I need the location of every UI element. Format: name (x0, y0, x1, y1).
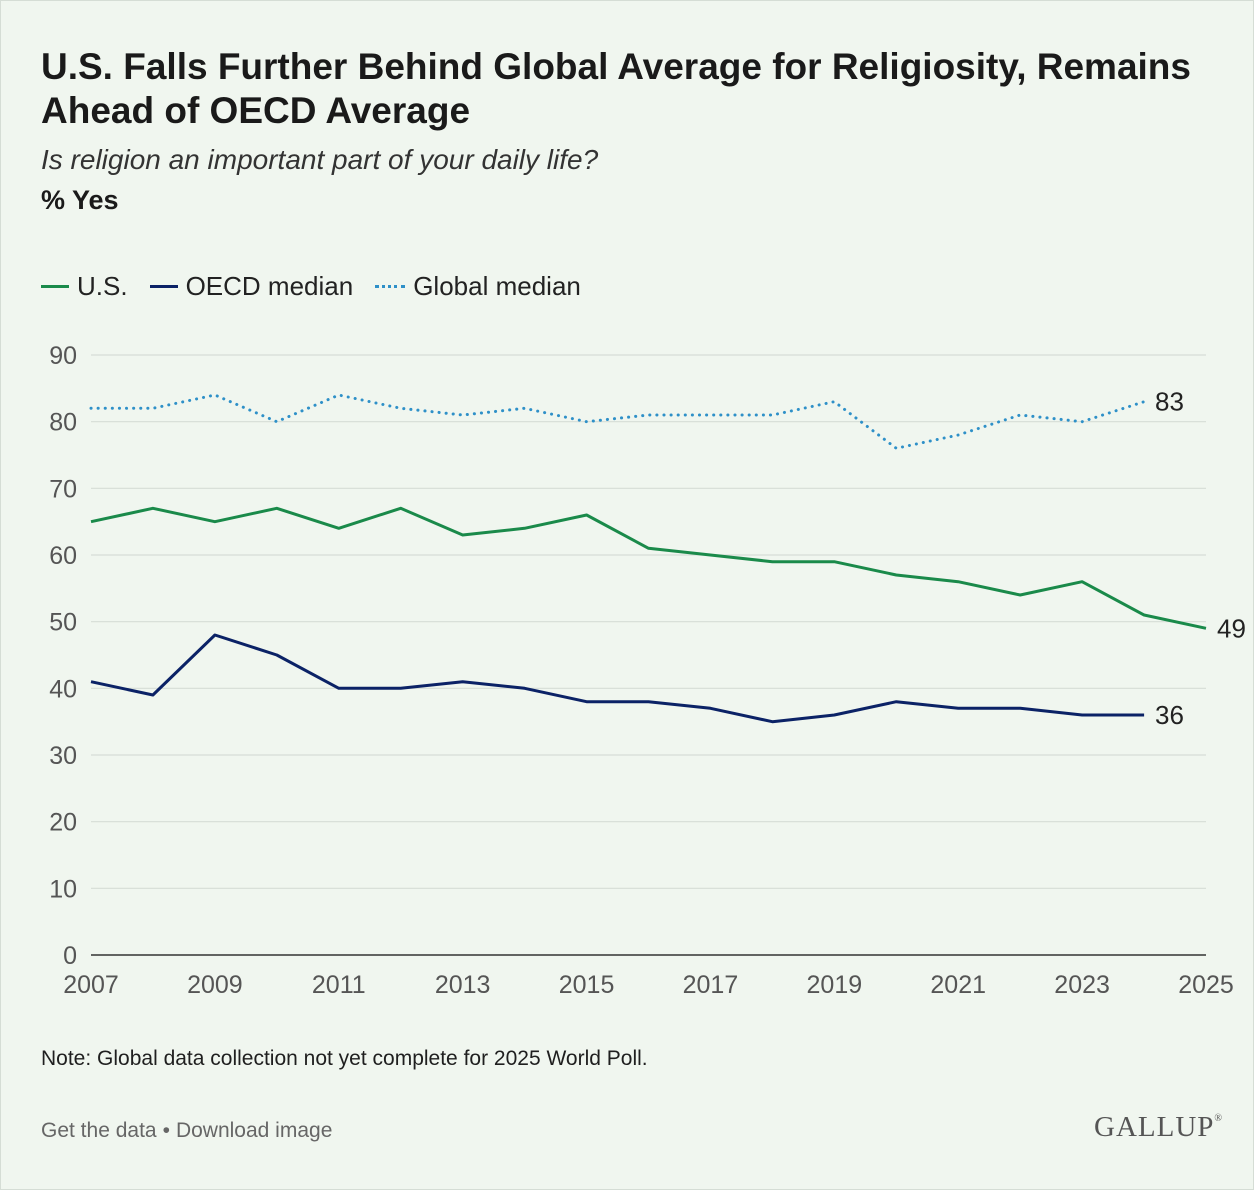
chart-note: Note: Global data collection not yet com… (41, 1047, 648, 1070)
line-chart: 0 10 20 30 40 50 60 70 80 90 2007 2009 2011 2013 2015 2… (49, 342, 1246, 999)
y-tick-label-20: 20 (49, 809, 77, 837)
legend-swatch-oecd (149, 284, 178, 288)
gallup-logo: GALLUP® (1094, 1111, 1223, 1144)
y-tick-label-0: 0 (63, 942, 77, 970)
legend-label-oecd: OECD median (185, 270, 354, 301)
get-data-link[interactable]: Get the data (41, 1119, 157, 1142)
download-image-link[interactable]: Download image (175, 1119, 333, 1142)
series-line-oecd (90, 633, 1145, 724)
y-tick-label-10: 10 (49, 875, 77, 903)
legend-swatch-global (375, 284, 406, 288)
legend-swatch-us (41, 284, 69, 288)
x-tick-label-2023: 2023 (1054, 971, 1110, 999)
y-tick-label-90: 90 (49, 342, 77, 370)
chart-subtitle: Is religion an important part of your da… (41, 144, 599, 175)
end-label-us: 49 (1217, 613, 1246, 643)
x-tick-label-2021: 2021 (930, 971, 986, 999)
legend-item-us: U.S. (41, 271, 128, 302)
x-tick-label-2015: 2015 (559, 971, 615, 999)
y-tick-label-60: 60 (49, 542, 77, 570)
x-tick-label-2009: 2009 (187, 971, 243, 999)
chart-title: U.S. Falls Further Behind Global Average… (41, 46, 1191, 131)
gallup-logo-text: GALLUP (1094, 1111, 1215, 1143)
legend-item-oecd: OECD median (149, 270, 354, 302)
x-tick-label-2025: 2025 (1178, 971, 1234, 999)
legend-label-global: Global median (413, 270, 581, 301)
measure-label: % Yes (41, 185, 119, 215)
x-tick-label-2007: 2007 (63, 971, 119, 999)
end-label-global: 83 (1155, 387, 1184, 417)
x-tick-label-2019: 2019 (807, 971, 863, 999)
y-tick-label-30: 30 (49, 742, 77, 770)
y-tick-label-50: 50 (49, 609, 77, 637)
legend-label-us: U.S. (77, 270, 128, 301)
legend: U.S. OECD median Global median (41, 269, 603, 303)
series-line-us (90, 506, 1207, 630)
y-tick-label-40: 40 (49, 675, 77, 703)
x-tick-label-2013: 2013 (435, 971, 491, 999)
x-tick-label-2011: 2011 (312, 971, 366, 999)
end-label-oecd: 36 (1155, 700, 1184, 730)
gallup-logo-mark: ® (1214, 1113, 1223, 1124)
footer-links: Get the data • Download image (41, 1119, 332, 1143)
legend-item-global: Global median (375, 271, 581, 302)
x-tick-label-2017: 2017 (683, 971, 739, 999)
y-tick-label-80: 80 (49, 409, 77, 437)
footer-separator: • (162, 1119, 170, 1142)
y-tick-label-70: 70 (49, 475, 77, 503)
